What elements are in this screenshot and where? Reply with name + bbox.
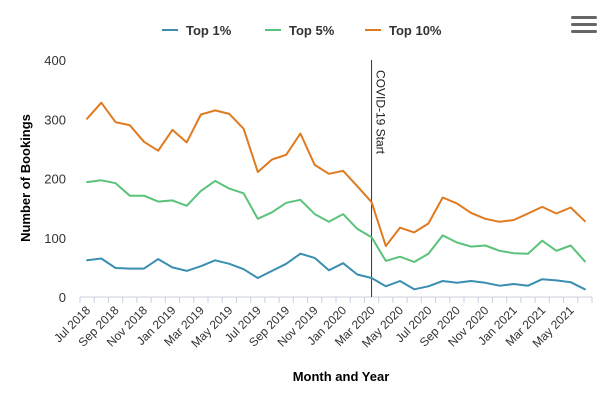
series-line-top-5 <box>86 179 586 263</box>
y-axis-title: Number of Bookings <box>18 114 33 242</box>
y-tick-label: 400 <box>44 53 66 68</box>
y-tick-label: 0 <box>59 290 66 305</box>
legend-label-top-10: Top 10% <box>389 23 442 38</box>
hamburger-menu-icon[interactable] <box>571 16 597 38</box>
y-axis: 0 100 200 300 400 <box>44 53 66 305</box>
covid-start-label: COVID-19 Start <box>374 70 388 155</box>
legend-label-top-5: Top 5% <box>289 23 335 38</box>
y-tick-label: 100 <box>44 231 66 246</box>
annotation-layer: COVID-19 Start <box>371 60 388 297</box>
legend-label-top-1: Top 1% <box>186 23 232 38</box>
series-line-top-10 <box>86 101 586 247</box>
series-layer <box>86 101 586 291</box>
legend: Top 1% Top 5% Top 10% <box>162 23 442 38</box>
series-line-top-1 <box>86 252 586 291</box>
x-axis-title: Month and Year <box>293 369 390 384</box>
y-tick-label: 300 <box>44 112 66 127</box>
y-tick-label: 200 <box>44 172 66 187</box>
